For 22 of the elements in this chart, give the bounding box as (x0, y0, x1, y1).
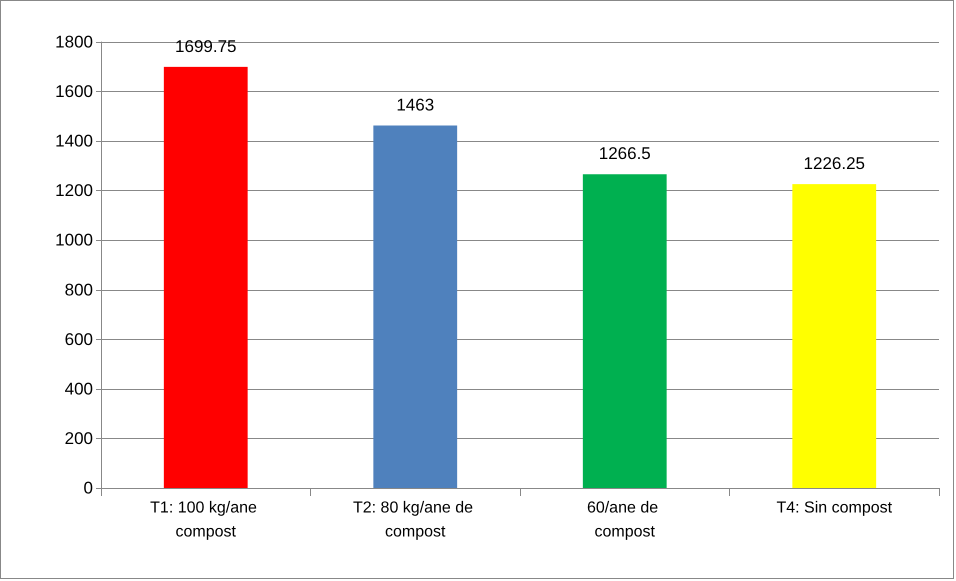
y-tick-label: 1200 (55, 181, 93, 200)
bar (373, 126, 458, 488)
y-tick-label: 800 (64, 280, 93, 300)
y-tick-label: 1400 (55, 132, 93, 151)
bar (792, 184, 876, 488)
bar (582, 174, 667, 488)
y-tick-label: 1800 (55, 32, 93, 52)
y-tick-label: 400 (64, 379, 93, 398)
bar (164, 66, 248, 488)
data-label: 1226.25 (804, 154, 865, 174)
data-label: 1463 (396, 96, 434, 114)
x-tick-label: T2: 80 kg/ane de compost (352, 500, 478, 540)
y-tick-label: 200 (64, 428, 93, 448)
x-tick-label: T4: Sin compost (776, 500, 893, 516)
y-tick-label: 1600 (55, 82, 93, 102)
y-tick-label: 0 (84, 478, 93, 498)
x-tick-label: T1: 100 kg/ane compost (150, 500, 262, 540)
data-label: 1266.5 (598, 144, 651, 164)
data-label: 1699.75 (175, 36, 236, 56)
y-tick-label: 1000 (55, 230, 93, 250)
y-tick-label: 600 (64, 330, 93, 349)
x-tick-label: 60/ane de compost (586, 500, 663, 540)
